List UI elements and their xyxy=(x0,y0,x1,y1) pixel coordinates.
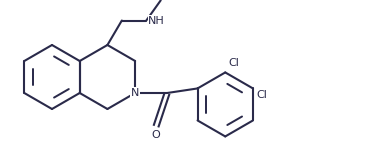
Text: Cl: Cl xyxy=(256,90,267,100)
Text: N: N xyxy=(131,88,140,98)
Text: O: O xyxy=(151,130,160,140)
Text: NH: NH xyxy=(148,16,165,26)
Text: Cl: Cl xyxy=(228,58,239,69)
